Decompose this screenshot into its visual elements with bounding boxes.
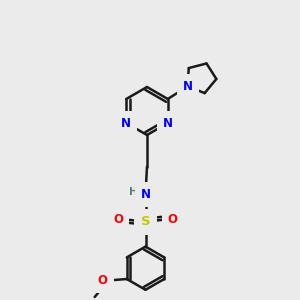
Text: H: H: [128, 187, 137, 197]
Text: O: O: [98, 274, 108, 287]
Text: N: N: [163, 116, 173, 130]
Text: O: O: [167, 213, 178, 226]
Text: S: S: [141, 215, 150, 228]
Text: N: N: [140, 188, 151, 201]
Text: N: N: [121, 116, 131, 130]
Text: N: N: [183, 80, 193, 93]
Text: O: O: [113, 213, 124, 226]
